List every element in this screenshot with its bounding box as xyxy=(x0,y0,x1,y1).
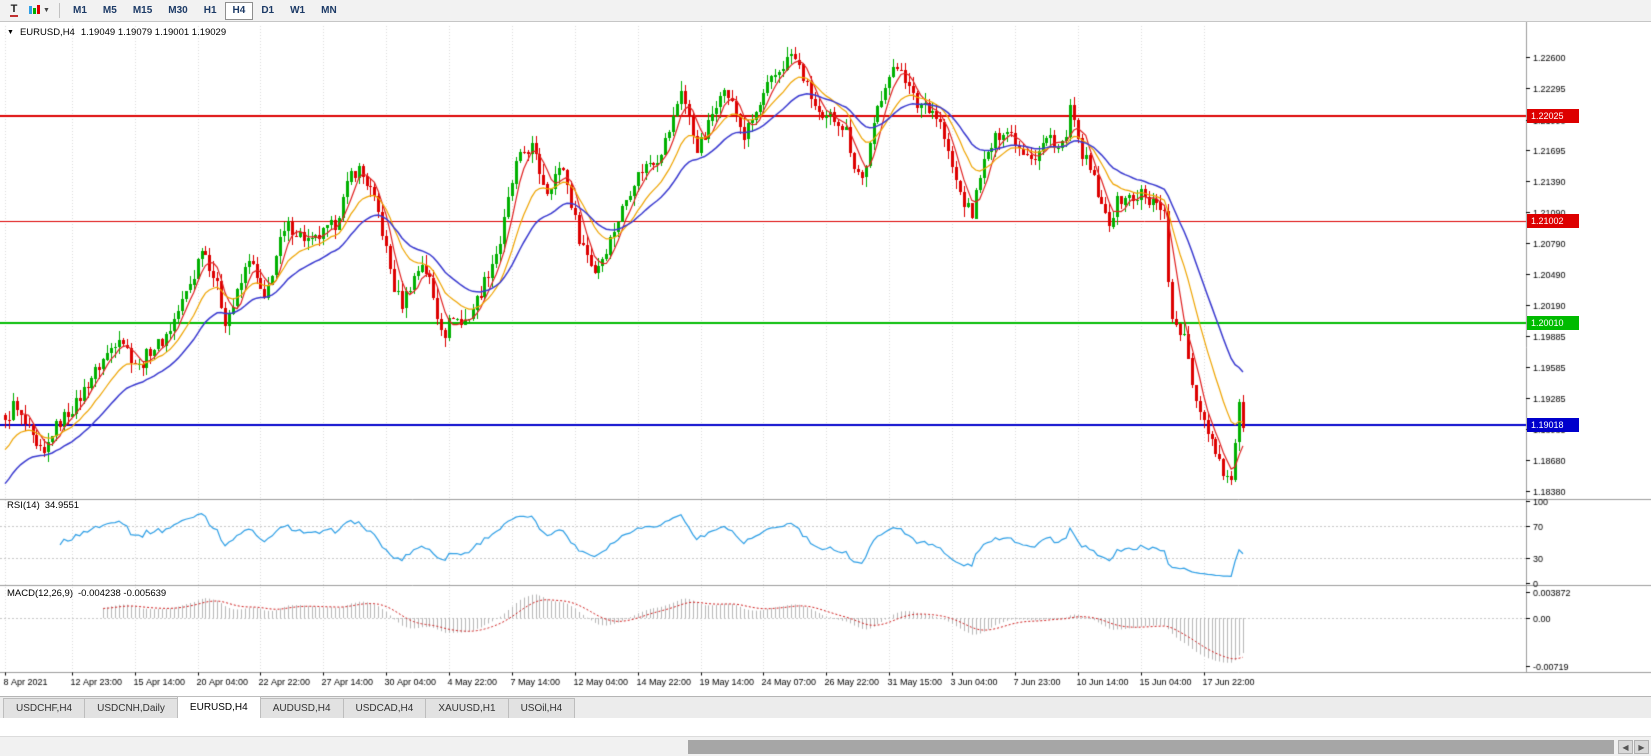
rsi-value: 34.9551 xyxy=(44,500,80,511)
price-tag-1.22025[interactable]: 1.22025 xyxy=(1527,108,1579,123)
macd-values: -0.004238 -0.005639 xyxy=(78,588,167,599)
chart-tab-eurusd-h4[interactable]: EURUSD,H4 xyxy=(176,696,261,718)
chevron-down-icon: ▼ xyxy=(43,7,50,14)
indicators-dropdown-button[interactable]: ▼ xyxy=(24,2,54,20)
ohlc-values: 1.19049 1.19079 1.19001 1.19029 xyxy=(80,27,227,38)
timeframe-buttons: M1 M5 M15 M30 H1 H4 D1 W1 MN xyxy=(65,1,345,20)
chart-tabs: USDCHF,H4 USDCNH,Daily EURUSD,H4 AUDUSD,H4 U… xyxy=(0,696,1651,718)
timeframe-m1[interactable]: M1 xyxy=(73,5,87,16)
timeframe-w1[interactable]: W1 xyxy=(290,5,306,16)
chart-tab-xauusd-h1[interactable]: XAUUSD,H1 xyxy=(425,698,509,718)
collapse-triangle-icon[interactable]: ▼ xyxy=(7,29,14,36)
timeframe-m15[interactable]: M15 xyxy=(132,5,153,16)
toolbar-separator xyxy=(59,3,60,18)
macd-name: MACD(12,26,9) xyxy=(7,588,73,599)
chart-ohlc-header: ▼ EURUSD,H4 1.19049 1.19079 1.19001 1.19… xyxy=(7,27,226,38)
scrollbar-thumb[interactable] xyxy=(688,740,1614,754)
scroll-right-button[interactable]: ▶ xyxy=(1634,740,1649,754)
macd-label: MACD(12,26,9) -0.004238 -0.005639 xyxy=(7,588,166,599)
text-tool-button[interactable]: T xyxy=(4,2,24,20)
chart-tab-audusd-h4[interactable]: AUDUSD,H4 xyxy=(259,698,344,718)
text-tool-icon: T xyxy=(9,3,19,17)
chart-tab-usdcnh-daily[interactable]: USDCNH,Daily xyxy=(84,698,178,718)
timeframe-h4[interactable]: H4 xyxy=(224,1,254,20)
price-tag-1.20010[interactable]: 1.20010 xyxy=(1527,316,1579,331)
price-tag-1.19018[interactable]: 1.19018 xyxy=(1527,418,1579,433)
symbol-period-label: EURUSD,H4 xyxy=(19,27,75,38)
rsi-label: RSI(14) 34.9551 xyxy=(7,500,79,511)
chart-tab-usdcad-h4[interactable]: USDCAD,H4 xyxy=(342,698,427,718)
rsi-name: RSI(14) xyxy=(7,500,40,511)
indicator-layers-icon xyxy=(29,5,41,14)
timeframe-m5[interactable]: M5 xyxy=(102,5,117,16)
top-toolbar: T ▼ M1 M5 M15 M30 H1 H4 D1 W1 MN xyxy=(0,0,1651,22)
scroll-left-button[interactable]: ◀ xyxy=(1618,740,1633,754)
timeframe-mn[interactable]: MN xyxy=(321,5,337,16)
horizontal-scrollbar[interactable]: ◀ ▶ xyxy=(0,736,1651,756)
price-tag-1.21002[interactable]: 1.21002 xyxy=(1527,214,1579,229)
chart-tab-usoil-h4[interactable]: USOil,H4 xyxy=(507,698,576,718)
chart-canvas[interactable] xyxy=(0,22,1651,696)
timeframe-m30[interactable]: M30 xyxy=(168,5,188,16)
timeframe-h1[interactable]: H1 xyxy=(203,5,217,16)
timeframe-d1[interactable]: D1 xyxy=(261,5,275,16)
chart-tab-usdchf-h4[interactable]: USDCHF,H4 xyxy=(3,698,86,718)
